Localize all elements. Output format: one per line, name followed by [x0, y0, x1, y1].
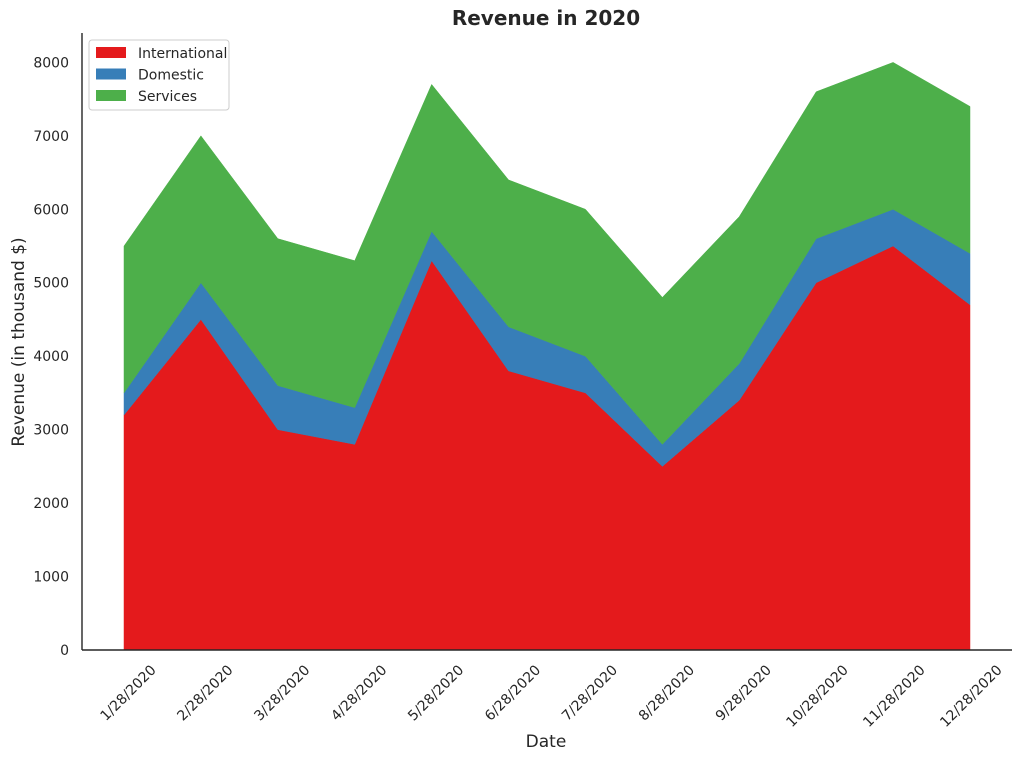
y-tick-label: 1000 — [33, 570, 69, 586]
chart-title: Revenue in 2020 — [452, 6, 640, 30]
y-tick-label: 3000 — [33, 423, 69, 439]
x-tick-labels: 1/28/2020 2/28/2020 3/28/2020 4/28/2020 5/28… — [98, 662, 1006, 730]
x-tick-label: 6/28/2020 — [482, 662, 544, 724]
x-tick-label: 1/28/2020 — [98, 662, 160, 724]
y-tick-labels: 0 1000 2000 3000 4000 5000 6000 7000 8000 — [33, 55, 69, 659]
x-tick-label: 4/28/2020 — [328, 662, 390, 724]
axes — [81, 33, 1012, 651]
x-tick-label: 5/28/2020 — [405, 662, 467, 724]
x-tick-label: 12/28/2020 — [937, 662, 1005, 730]
legend-label-international: International — [138, 46, 227, 62]
legend-swatch-international — [96, 47, 126, 58]
y-tick-label: 8000 — [33, 55, 69, 71]
x-tick-label: 10/28/2020 — [783, 662, 851, 730]
x-tick-label: 3/28/2020 — [251, 662, 313, 724]
area-layer — [123, 62, 971, 651]
y-tick-label: 7000 — [33, 129, 69, 145]
area-series-services — [123, 62, 971, 445]
legend-swatch-domestic — [96, 68, 126, 80]
y-tick-label: 4000 — [33, 349, 69, 365]
legend-label-domestic: Domestic — [138, 68, 204, 84]
legend: International Domestic Services — [88, 39, 230, 111]
x-tick-label: 8/28/2020 — [636, 662, 698, 724]
x-tick-label: 11/28/2020 — [860, 662, 928, 730]
legend-label-services: Services — [138, 89, 197, 105]
x-tick-label: 7/28/2020 — [559, 662, 621, 724]
y-axis-title: Revenue (in thousand $) — [9, 237, 29, 446]
x-tick-label: 2/28/2020 — [174, 662, 236, 724]
y-tick-label: 6000 — [33, 202, 69, 218]
y-tick-label: 5000 — [33, 276, 69, 292]
y-tick-label: 0 — [60, 643, 69, 659]
x-tick-label: 9/28/2020 — [713, 662, 775, 724]
y-tick-label: 2000 — [33, 496, 69, 512]
legend-swatch-services — [96, 90, 126, 101]
x-axis-title: Date — [526, 732, 567, 752]
